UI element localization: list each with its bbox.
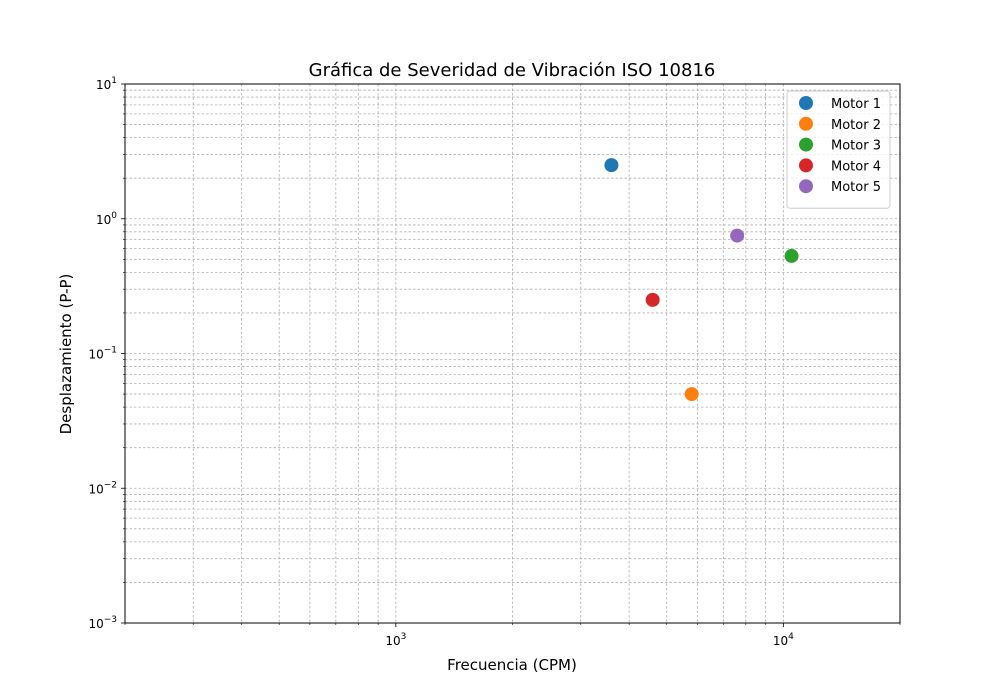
x-tick-label: 103 [385,632,406,648]
legend-marker [799,179,813,194]
y-tick-label: 101 [96,76,117,92]
y-tick-label: 10−1 [88,346,117,362]
legend-label: Motor 3 [831,139,881,154]
legend-label: Motor 1 [831,97,881,112]
data-point [730,228,745,243]
data-point [645,292,660,307]
chart-title: Gráfica de Severidad de Vibración ISO 10… [309,60,716,81]
legend-marker [799,158,813,173]
legend-marker [799,116,813,131]
data-points [604,158,799,402]
legend: Motor 1 Motor 2 Motor 3 Motor 4 Motor 5 [786,90,891,209]
y-tick-label: 10−3 [88,615,117,631]
axis-ticks: 103 104 10−3 10−2 10−1 100 101 [88,76,901,648]
data-point [684,387,699,402]
legend-label: Motor 4 [831,159,881,174]
grid [124,83,901,624]
legend-label: Motor 5 [831,180,881,195]
y-tick-label: 100 [96,211,117,227]
x-axis-label: Frecuencia (CPM) [447,656,577,674]
y-axis-label: Desplazamiento (P-P) [57,274,75,435]
data-point [604,158,619,173]
legend-marker [799,137,813,152]
legend-label: Motor 2 [831,118,881,133]
x-tick-label: 104 [773,632,794,648]
legend-box [786,90,891,209]
y-tick-label: 10−2 [88,480,117,496]
legend-marker [799,96,813,110]
data-point [784,248,799,263]
